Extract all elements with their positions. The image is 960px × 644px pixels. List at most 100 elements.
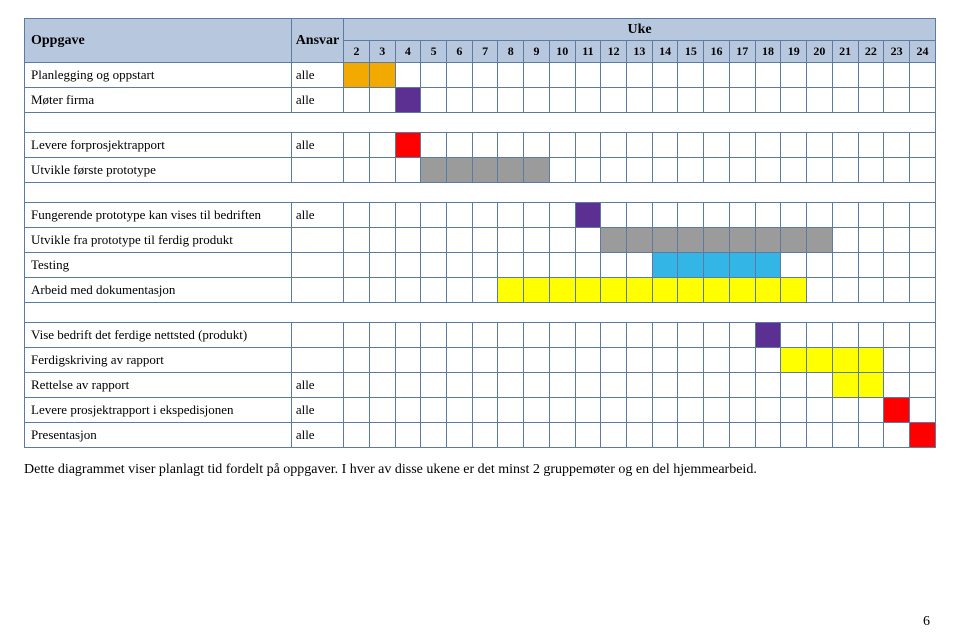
gantt-cell	[395, 348, 421, 373]
gantt-cell	[832, 158, 858, 183]
gantt-cell	[652, 203, 678, 228]
gantt-cell	[472, 203, 498, 228]
gantt-cell	[884, 253, 910, 278]
gantt-cell	[652, 398, 678, 423]
gantt-cell	[472, 63, 498, 88]
task-row: Levere forprosjektrapportalle	[25, 133, 936, 158]
gantt-cell	[498, 398, 524, 423]
gantt-cell	[575, 348, 601, 373]
week-col-14: 14	[652, 41, 678, 63]
gantt-cell	[858, 203, 884, 228]
gantt-cell	[704, 373, 730, 398]
gantt-cell	[652, 348, 678, 373]
gantt-cell	[729, 88, 755, 113]
gantt-cell	[344, 253, 370, 278]
gantt-cell	[524, 398, 550, 423]
task-row: Testing	[25, 253, 936, 278]
gantt-cell	[858, 348, 884, 373]
gantt-cell	[575, 323, 601, 348]
gantt-cell	[447, 203, 473, 228]
task-row: Arbeid med dokumentasjon	[25, 278, 936, 303]
week-col-10: 10	[549, 41, 575, 63]
task-ansvar	[291, 253, 343, 278]
task-row: Presentasjonalle	[25, 423, 936, 448]
gantt-cell	[652, 323, 678, 348]
week-col-13: 13	[627, 41, 653, 63]
task-label: Utvikle første prototype	[25, 158, 292, 183]
gantt-cell	[498, 158, 524, 183]
gantt-cell	[447, 398, 473, 423]
gantt-cell	[755, 63, 781, 88]
gantt-cell	[627, 63, 653, 88]
gantt-cell	[858, 323, 884, 348]
gantt-cell	[421, 348, 447, 373]
gantt-cell	[344, 88, 370, 113]
task-ansvar	[291, 278, 343, 303]
gantt-cell	[678, 63, 704, 88]
gantt-cell	[884, 423, 910, 448]
gantt-cell	[549, 158, 575, 183]
gantt-cell	[524, 158, 550, 183]
gantt-cell	[498, 63, 524, 88]
gantt-cell	[627, 253, 653, 278]
gantt-cell	[832, 228, 858, 253]
gantt-cell	[678, 323, 704, 348]
gantt-cell	[884, 278, 910, 303]
gantt-cell	[601, 63, 627, 88]
gantt-cell	[395, 398, 421, 423]
gantt-cell	[369, 88, 395, 113]
week-col-3: 3	[369, 41, 395, 63]
gantt-cell	[498, 323, 524, 348]
gantt-cell	[704, 88, 730, 113]
task-row: Planlegging og oppstartalle	[25, 63, 936, 88]
gantt-cell	[627, 323, 653, 348]
gantt-cell	[575, 63, 601, 88]
gantt-cell	[498, 133, 524, 158]
gantt-cell	[807, 88, 833, 113]
gantt-cell	[601, 133, 627, 158]
gantt-cell	[395, 133, 421, 158]
gantt-cell	[601, 203, 627, 228]
week-col-15: 15	[678, 41, 704, 63]
gantt-cell	[807, 348, 833, 373]
gantt-cell	[601, 88, 627, 113]
gantt-cell	[781, 423, 807, 448]
gantt-cell	[909, 423, 935, 448]
week-col-19: 19	[781, 41, 807, 63]
task-label: Ferdigskriving av rapport	[25, 348, 292, 373]
gantt-cell	[498, 88, 524, 113]
gantt-cell	[858, 63, 884, 88]
week-col-20: 20	[807, 41, 833, 63]
gantt-cell	[729, 203, 755, 228]
gantt-cell	[575, 373, 601, 398]
gantt-cell	[678, 203, 704, 228]
gantt-cell	[652, 423, 678, 448]
gantt-table: Oppgave Ansvar Uke 234567891011121314151…	[24, 18, 936, 448]
gantt-cell	[909, 88, 935, 113]
gantt-cell	[344, 63, 370, 88]
week-col-7: 7	[472, 41, 498, 63]
gantt-cell	[369, 348, 395, 373]
task-label: Møter firma	[25, 88, 292, 113]
gantt-cell	[652, 63, 678, 88]
gantt-cell	[524, 133, 550, 158]
gantt-cell	[755, 373, 781, 398]
gantt-cell	[601, 398, 627, 423]
gantt-cell	[807, 278, 833, 303]
gantt-cell	[884, 323, 910, 348]
gantt-cell	[884, 88, 910, 113]
gantt-cell	[678, 158, 704, 183]
gantt-cell	[369, 203, 395, 228]
gantt-cell	[549, 348, 575, 373]
gantt-cell	[704, 253, 730, 278]
gantt-cell	[755, 398, 781, 423]
gantt-cell	[678, 278, 704, 303]
gantt-cell	[807, 203, 833, 228]
gantt-cell	[369, 278, 395, 303]
gantt-cell	[627, 133, 653, 158]
gantt-cell	[369, 423, 395, 448]
gantt-cell	[755, 133, 781, 158]
gantt-cell	[704, 423, 730, 448]
gantt-cell	[627, 228, 653, 253]
gantt-cell	[678, 348, 704, 373]
